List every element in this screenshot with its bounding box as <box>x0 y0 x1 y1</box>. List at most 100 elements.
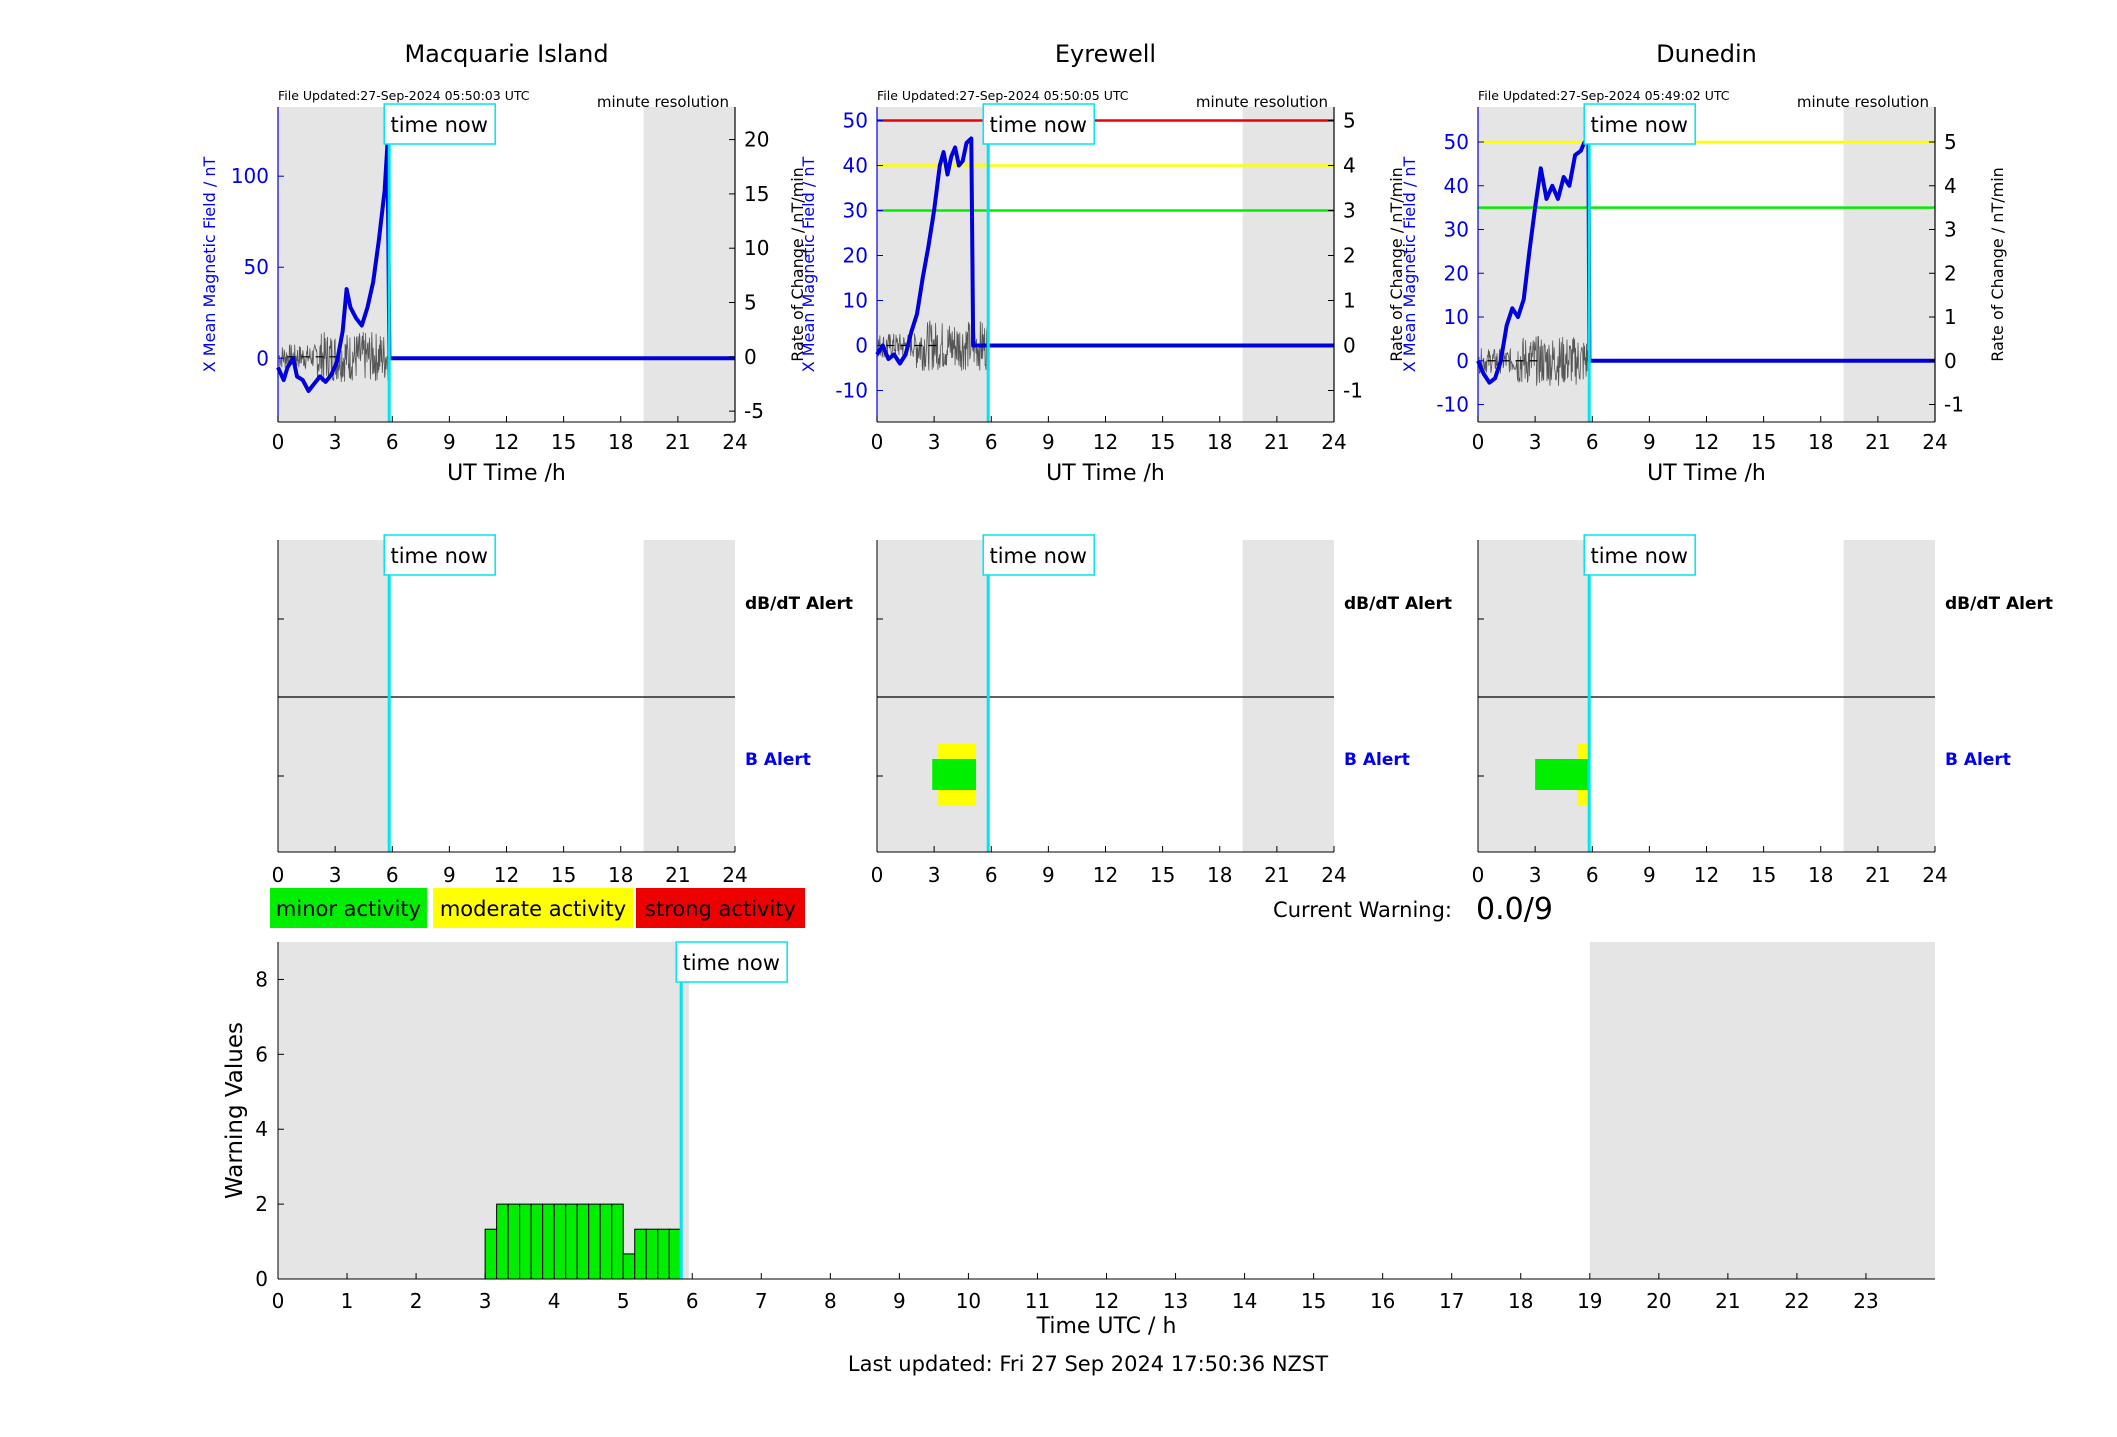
x-tick-label: 11 <box>1025 1289 1050 1313</box>
station-plots: Macquarie Island File Updated:27-Sep-2024… <box>200 40 2007 486</box>
x-tick-label: 9 <box>1042 863 1055 887</box>
r-tick-label: 4 <box>1944 174 1957 198</box>
alert-plot-dunedin: time now 0 3 6 9 12 15 18 21 24 dB/dT Alert B Alert <box>1472 534 2053 887</box>
time-now-box <box>383 534 496 576</box>
x-tick-label: 21 <box>665 430 690 454</box>
r-tick-label: 5 <box>744 291 757 315</box>
warning-bar <box>657 1228 670 1280</box>
x-tick-label: 3 <box>1529 863 1542 887</box>
warning-bar <box>611 1203 624 1280</box>
time-now-label: time now <box>989 113 1086 137</box>
x-tick-label: 18 <box>1207 430 1232 454</box>
time-now-box <box>982 534 1095 576</box>
r-tick-label: 0 <box>1944 349 1957 373</box>
b-field-series <box>276 141 735 393</box>
x-tick-label: 12 <box>494 863 519 887</box>
warning-bar <box>530 1203 544 1280</box>
night-shade-right <box>1843 540 1935 852</box>
x-tick-label: 18 <box>1508 1289 1533 1313</box>
x-tick-label: 15 <box>1751 863 1776 887</box>
y-tick-label: -10 <box>835 379 868 403</box>
y-tick-label: 0 <box>256 346 269 370</box>
warning-bar <box>645 1228 659 1280</box>
y-tick-label: 8 <box>255 967 268 991</box>
night-shade <box>278 942 689 1279</box>
x-tick-label: 9 <box>1643 863 1656 887</box>
y-tick-label: 50 <box>1444 130 1469 154</box>
y-tick-label: 10 <box>1444 305 1469 329</box>
x-tick-label: 23 <box>1853 1289 1878 1313</box>
y-tick-label: 0 <box>255 1267 268 1291</box>
time-now-box <box>1583 534 1696 576</box>
footer-last-updated: Last updated: Fri 27 Sep 2024 17:50:36 N… <box>848 1352 1328 1376</box>
night-shade-left <box>1478 540 1590 852</box>
x-tick-label: 18 <box>1207 863 1232 887</box>
night-shade-left <box>278 540 390 852</box>
warning-bar <box>519 1203 532 1280</box>
x-tick-label: 0 <box>1472 863 1485 887</box>
x-tick-label: 0 <box>272 430 285 454</box>
x-tick-label: 21 <box>1865 430 1890 454</box>
legend-swatch <box>270 888 427 928</box>
x-tick-label: 9 <box>1042 430 1055 454</box>
x-tick-label: 2 <box>410 1289 423 1313</box>
rate-of-change-series <box>278 332 389 383</box>
night-shade-right <box>643 107 735 422</box>
warning-bar <box>484 1228 498 1280</box>
r-tick-label: -5 <box>744 399 764 423</box>
night-shade-right <box>643 540 735 852</box>
time-now-label: time now <box>989 544 1086 568</box>
x-tick-label: 17 <box>1439 1289 1464 1313</box>
x-tick-label: 19 <box>1577 1289 1602 1313</box>
r-tick-label: 5 <box>1944 130 1957 154</box>
x-tick-label: 15 <box>551 430 576 454</box>
x-tick-label: 0 <box>871 430 884 454</box>
r-tick-label: 3 <box>1944 218 1957 242</box>
x-tick-label: 24 <box>1321 430 1346 454</box>
activity-legend: minor activity moderate activity strong ac… <box>270 888 805 928</box>
warning-bar <box>565 1203 578 1280</box>
y-tick-label: 100 <box>231 164 269 188</box>
rate-of-change-series <box>877 320 988 371</box>
x-tick-label: 3 <box>1529 430 1542 454</box>
x-tick-label: 3 <box>928 430 941 454</box>
x-tick-label: 6 <box>1586 430 1599 454</box>
x-tick-label: 12 <box>1093 430 1118 454</box>
y-axis-label: Warning Values <box>222 1022 248 1199</box>
warning-bar <box>599 1203 613 1280</box>
dbdt-alert-label: dB/dT Alert <box>1344 594 1452 614</box>
time-now-box <box>383 103 496 145</box>
x-axis-label: UT Time /h <box>447 461 566 486</box>
y-tick-label: 40 <box>843 154 868 178</box>
night-shade <box>1589 942 1935 1279</box>
x-tick-label: 8 <box>824 1289 837 1313</box>
x-tick-label: 18 <box>1808 430 1833 454</box>
x-tick-label: 0 <box>272 863 285 887</box>
x-tick-label: 6 <box>985 863 998 887</box>
legend-item: minor activity <box>270 888 427 928</box>
x-tick-label: 15 <box>551 863 576 887</box>
x-tick-label: 21 <box>665 863 690 887</box>
r-tick-label: 10 <box>744 236 769 260</box>
warning-bar <box>668 1228 682 1280</box>
x-tick-label: 3 <box>928 863 941 887</box>
x-tick-label: 18 <box>608 863 633 887</box>
b-alert-block <box>1535 759 1591 790</box>
r-tick-label: 15 <box>744 182 769 206</box>
time-now-label: time now <box>682 951 779 975</box>
x-tick-label: 15 <box>1150 430 1175 454</box>
x-axis-label: UT Time /h <box>1046 461 1165 486</box>
x-tick-label: 0 <box>871 863 884 887</box>
x-tick-label: 6 <box>686 1289 699 1313</box>
time-now-box <box>675 941 788 983</box>
x-tick-label: 6 <box>386 863 399 887</box>
time-now-label: time now <box>1590 544 1687 568</box>
file-updated-text: File Updated:27-Sep-2024 05:50:03 UTC <box>278 88 530 103</box>
x-tick-label: 9 <box>893 1289 906 1313</box>
rate-of-change-series <box>1478 335 1589 386</box>
x-tick-label: 9 <box>443 863 456 887</box>
b-alert-label: B Alert <box>745 750 811 770</box>
time-now-box <box>1583 103 1696 145</box>
x-tick-label: 7 <box>755 1289 768 1313</box>
